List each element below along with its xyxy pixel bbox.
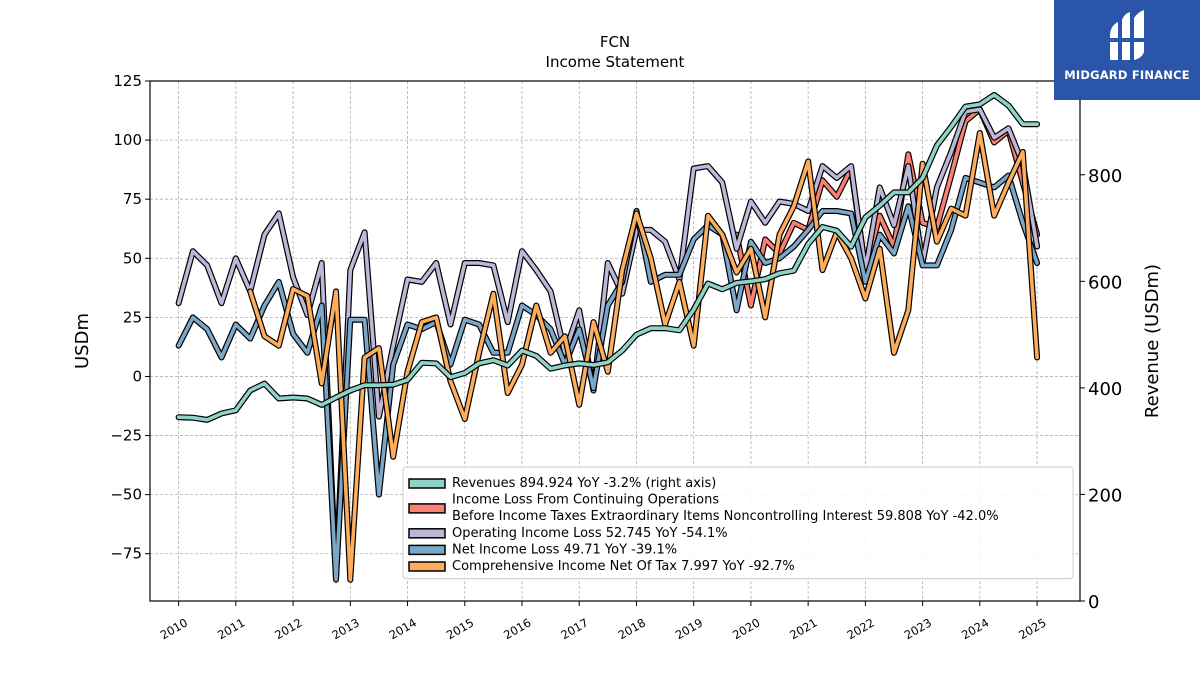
x-tick-label: 2012: [272, 615, 304, 642]
y-axis-label-left: USDm: [72, 313, 93, 369]
legend-entry: Operating Income Loss 52.745 YoY -54.1%: [408, 526, 728, 541]
legend-entry: Net Income Loss 49.71 YoY -39.1%: [408, 542, 677, 557]
legend-swatch: [408, 544, 446, 556]
y-right-tick-label: 200: [1088, 485, 1122, 506]
series-operating-income-loss: [175, 106, 1041, 581]
brand-logo: MIDGARD FINANCE: [1054, 0, 1200, 100]
y-left-tick-label: 0: [132, 367, 142, 385]
x-tick-label: 2023: [902, 615, 934, 642]
brand-name: MIDGARD FINANCE: [1064, 68, 1190, 82]
legend-label: Revenues 894.924 YoY -3.2% (right axis): [452, 476, 716, 491]
legend-entry: Income Loss From Continuing OperationsBe…: [408, 493, 999, 524]
legend-label: Before Income Taxes Extraordinary Items …: [452, 509, 999, 524]
x-tick-label: 2011: [215, 615, 247, 642]
legend-label: Income Loss From Continuing Operations: [452, 493, 719, 508]
series-line: [176, 107, 1039, 580]
y-left-tick-label: 100: [113, 131, 142, 149]
y-axis-label-right: Revenue (USDm): [1142, 264, 1163, 418]
x-tick-label: 2016: [501, 615, 533, 642]
legend-entry: Comprehensive Income Net Of Tax 7.997 Yo…: [408, 559, 795, 574]
y-right-tick-label: 800: [1088, 166, 1122, 187]
series-comprehensive-income-net-of-tax: [247, 130, 1041, 583]
legend: Revenues 894.924 YoY -3.2% (right axis) I…: [402, 466, 1074, 580]
x-tick-label: 2010: [158, 615, 190, 642]
x-tick-label: 2024: [959, 615, 991, 642]
legend-swatch: [408, 561, 446, 572]
x-tick-label: 2021: [787, 615, 819, 642]
series-line: [176, 173, 1039, 582]
series-revenues: [175, 91, 1041, 423]
x-tick-label: 2015: [444, 615, 476, 642]
y-left-tick-label: −75: [110, 545, 142, 563]
legend-label: Comprehensive Income Net Of Tax 7.997 Yo…: [452, 559, 795, 574]
legend-box: [402, 466, 1074, 580]
series-line: [176, 93, 1039, 422]
chart-title: FCN: [600, 33, 630, 51]
legend-label: Operating Income Loss 52.745 YoY -54.1%: [452, 526, 728, 541]
series-line: [248, 131, 1039, 582]
x-tick-label: 2013: [329, 615, 361, 642]
plot-frame: [149, 80, 1081, 602]
series-layer: [175, 91, 1041, 583]
x-tick-label: 2018: [616, 615, 648, 642]
x-tick-label: 2017: [558, 615, 590, 642]
y-left-tick-label: −50: [110, 486, 142, 504]
chart-subtitle: Income Statement: [546, 53, 685, 71]
legend-label: Net Income Loss 49.71 YoY -39.1%: [452, 542, 677, 557]
legend-swatch: [408, 478, 446, 489]
grid-lines: [150, 80, 1080, 601]
y-left-tick-label: 125: [113, 72, 142, 90]
y-left-tick-label: 25: [123, 308, 142, 326]
midgard-logo-icon: [1108, 10, 1146, 60]
y-right-tick-label: 400: [1088, 379, 1122, 400]
legend-swatch: [408, 528, 446, 539]
x-tick-label: 2022: [845, 615, 877, 642]
legend-entry: Revenues 894.924 YoY -3.2% (right axis): [408, 476, 716, 491]
y-left-tick-label: 50: [123, 249, 142, 267]
legend-swatch: [408, 503, 446, 514]
y-right-tick-label: 600: [1088, 272, 1122, 293]
y-right-tick-label: 0: [1088, 592, 1099, 613]
series-net-income-loss: [175, 172, 1041, 583]
y-left-tick-label: −25: [110, 427, 142, 445]
x-tick-label: 2014: [387, 615, 419, 642]
y-left-tick-label: 75: [123, 190, 142, 208]
x-tick-label: 2019: [673, 615, 705, 642]
x-tick-label: 2020: [730, 615, 762, 642]
x-tick-label: 2025: [1016, 615, 1048, 642]
